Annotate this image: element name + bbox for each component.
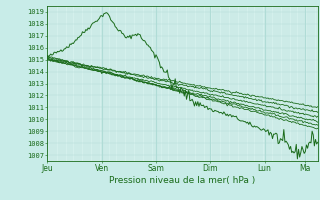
X-axis label: Pression niveau de la mer( hPa ): Pression niveau de la mer( hPa ) bbox=[109, 176, 256, 185]
